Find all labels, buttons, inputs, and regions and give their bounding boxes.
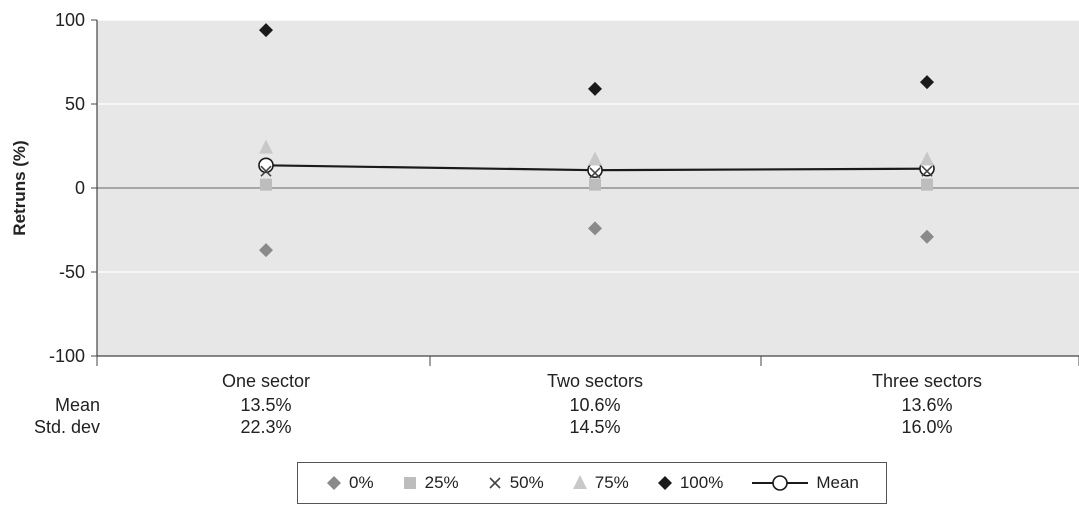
y-tick-label: -50 (59, 262, 85, 282)
series-2-point (260, 178, 272, 191)
legend-marker (772, 475, 789, 491)
table-row-label: Mean (55, 395, 100, 415)
series-1-point (259, 243, 273, 258)
series-4-point (259, 139, 273, 154)
series-4-point (920, 151, 934, 166)
legend-marker (403, 477, 416, 489)
table-cell: 14.5% (569, 417, 620, 437)
legend-item: 0% (325, 473, 374, 493)
legend-label: 100% (679, 473, 724, 492)
data-marks (259, 23, 934, 258)
series-3-point (921, 165, 933, 177)
legend-swatch (327, 476, 342, 490)
legend-label: Mean (816, 473, 859, 492)
legend-marker (327, 476, 342, 490)
y-tick-label: 100 (55, 10, 85, 30)
legend-item: 100% (656, 473, 723, 493)
series-5-point (259, 23, 273, 38)
series-1-point (920, 229, 934, 244)
series-1-point (588, 221, 602, 236)
legend: 0% 25% 50% 75% 100% Mean (297, 462, 887, 504)
series-5-point (588, 81, 602, 96)
legend-marker (657, 476, 672, 490)
legend-marker (572, 475, 587, 489)
legend-swatch (489, 477, 501, 489)
y-axis-label: Retruns (%) (10, 140, 29, 235)
grid (97, 19, 1079, 273)
series-3-point-stroke (589, 167, 601, 179)
series-3-point-stroke (921, 165, 933, 177)
table-cell: 10.6% (569, 395, 620, 415)
table-cell: 16.0% (901, 417, 952, 437)
y-tick-labels: 100 50 0 -50 -100 (49, 10, 85, 366)
table-cell: 22.3% (240, 417, 291, 437)
series-5-point (920, 75, 934, 90)
table-row-label: Std. dev (34, 417, 100, 437)
y-tick-label: 50 (65, 94, 85, 114)
legend-swatch (657, 476, 672, 490)
legend-label: 50% (509, 473, 544, 492)
legend-item: 25% (401, 473, 459, 493)
legend-item: 50% (486, 473, 544, 493)
series-2-point (589, 178, 601, 191)
chart: 100 50 0 -50 -100 Retruns (%) One sector Two … (10, 10, 1079, 437)
category-label: One sector (222, 371, 310, 391)
stats-table: Mean 13.5% 10.6% 13.6% Std. dev 22.3% 14.5% 16.… (34, 395, 953, 437)
legend-label: 0% (349, 473, 374, 492)
table-cell: 13.6% (901, 395, 952, 415)
series-3-point (589, 167, 601, 179)
category-label: Two sectors (547, 371, 643, 391)
legend-label: 75% (594, 473, 629, 492)
category-labels: One sector Two sectors Three sectors (222, 371, 982, 391)
legend-item: Mean (750, 473, 859, 493)
legend-marker (489, 477, 501, 489)
legend-label: 25% (424, 473, 459, 492)
legend-swatch (752, 475, 809, 491)
legend-swatch (572, 475, 587, 489)
series-3-point (260, 165, 272, 177)
series-4-point (588, 151, 602, 166)
series-3-point-stroke (260, 165, 272, 177)
legend-marker-stroke (489, 477, 501, 489)
y-tick-label: 0 (75, 178, 85, 198)
y-tick-label: -100 (49, 346, 85, 366)
table-cell: 13.5% (240, 395, 291, 415)
legend-item: 75% (571, 473, 629, 493)
category-label: Three sectors (872, 371, 982, 391)
series-2-point (921, 178, 933, 191)
legend-swatch (403, 477, 416, 489)
